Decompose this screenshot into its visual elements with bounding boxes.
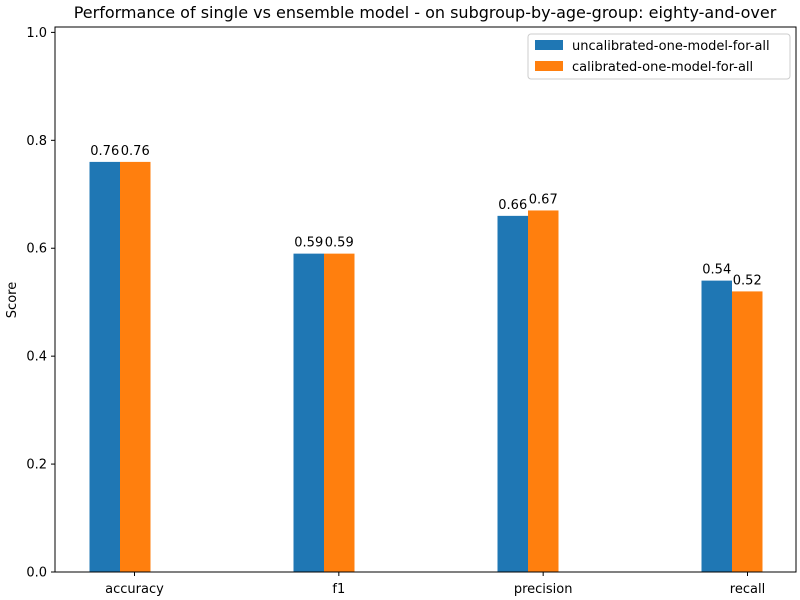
bar-value-label: 0.52 bbox=[733, 273, 762, 288]
y-tick-label: 0.8 bbox=[26, 134, 47, 149]
legend-swatch-uncalibrated bbox=[535, 40, 563, 50]
y-tick-label: 0.2 bbox=[26, 458, 47, 473]
bar-value-label: 0.66 bbox=[498, 198, 527, 213]
bar-calibrated-f1 bbox=[324, 253, 355, 572]
bar-uncalibrated-f1 bbox=[293, 253, 324, 572]
x-tick-label: f1 bbox=[332, 582, 345, 597]
bars bbox=[89, 161, 763, 573]
bar-uncalibrated-accuracy bbox=[89, 161, 120, 572]
y-tick-label: 0.0 bbox=[26, 566, 47, 581]
y-axis-ticks: 0.0 0.2 0.4 0.6 0.8 1.0 bbox=[26, 26, 55, 581]
legend: uncalibrated-one-model-for-all calibrate… bbox=[527, 33, 791, 80]
legend-box bbox=[527, 33, 791, 80]
legend-swatch-calibrated bbox=[535, 61, 563, 71]
plot-frame bbox=[54, 26, 797, 573]
bar-calibrated-accuracy bbox=[120, 161, 151, 572]
bar-uncalibrated-recall bbox=[701, 280, 732, 572]
y-tick-label: 1.0 bbox=[26, 26, 47, 41]
x-tick-label: accuracy bbox=[105, 582, 164, 597]
bar-value-labels: 0.76 0.59 0.66 0.54 0.76 0.59 0.67 0.52 bbox=[90, 144, 761, 289]
bar-calibrated-recall bbox=[732, 291, 763, 572]
bar-value-label: 0.67 bbox=[529, 192, 558, 207]
bar-value-label: 0.59 bbox=[294, 236, 323, 251]
bar-uncalibrated-precision bbox=[497, 215, 528, 572]
x-tick-label: recall bbox=[730, 582, 765, 597]
chart-title: Performance of single vs ensemble model … bbox=[74, 3, 777, 22]
y-axis-label: Score bbox=[5, 282, 20, 318]
bar-value-label: 0.54 bbox=[702, 263, 731, 278]
x-axis-ticks: accuracy f1 precision recall bbox=[105, 572, 765, 597]
bar-calibrated-precision bbox=[528, 210, 559, 573]
x-tick-label: precision bbox=[514, 582, 573, 597]
legend-label-calibrated: calibrated-one-model-for-all bbox=[572, 60, 753, 75]
bar-value-label: 0.76 bbox=[90, 144, 119, 159]
y-tick-label: 0.4 bbox=[26, 350, 47, 365]
y-tick-label: 0.6 bbox=[26, 242, 47, 257]
bar-value-label: 0.76 bbox=[121, 144, 150, 159]
legend-label-uncalibrated: uncalibrated-one-model-for-all bbox=[572, 39, 770, 54]
bar-value-label: 0.59 bbox=[325, 236, 354, 251]
